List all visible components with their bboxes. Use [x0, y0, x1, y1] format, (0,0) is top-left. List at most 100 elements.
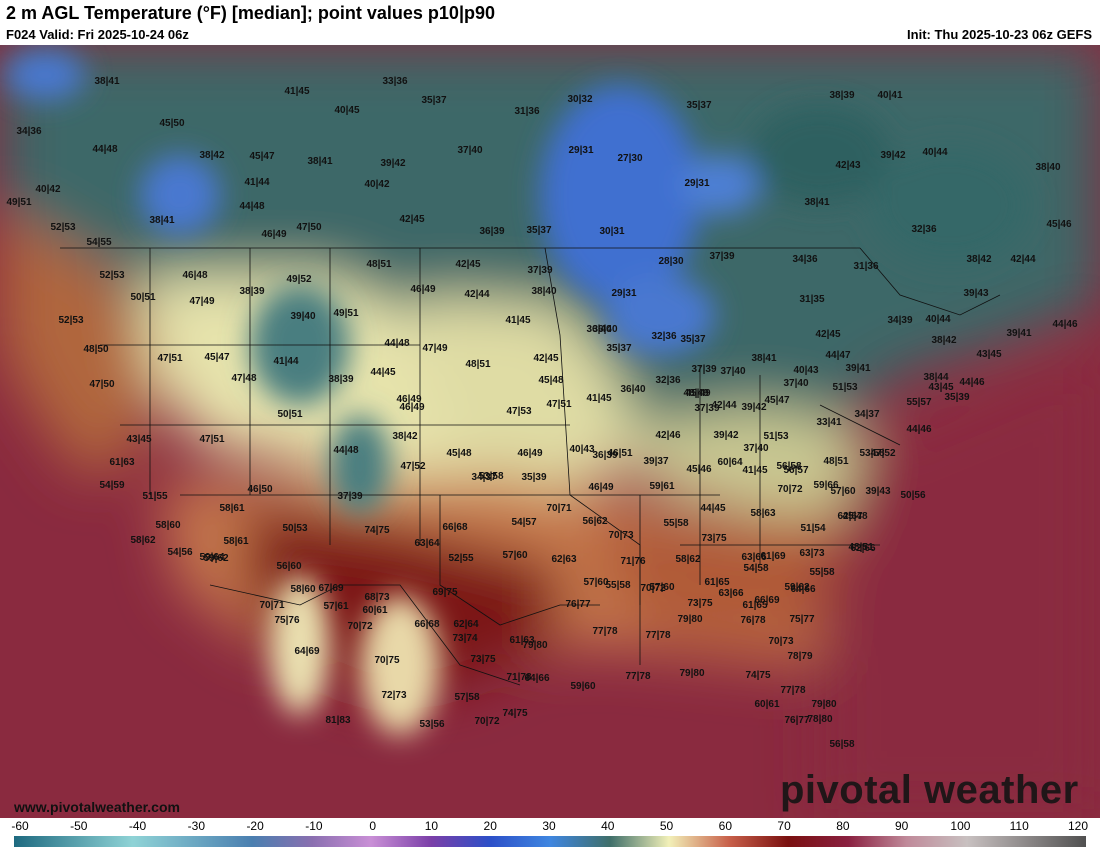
point-value-label: 57|61 — [323, 601, 349, 612]
colorbar-tick-label: -60 — [11, 819, 29, 833]
point-value-label: 59|60 — [570, 681, 596, 692]
point-value-label: 38|42 — [392, 431, 418, 442]
point-value-label: 48|49 — [683, 388, 709, 399]
point-value-label: 66|68 — [442, 522, 468, 533]
point-value-label: 38|40 — [1035, 162, 1061, 173]
colorbar-tick-label: -50 — [70, 819, 88, 833]
point-value-label: 45|48 — [538, 375, 564, 386]
point-value-label: 40|41 — [877, 90, 903, 101]
point-value-label: 70|72 — [347, 621, 373, 632]
header: 2 m AGL Temperature (°F) [median]; point… — [0, 0, 1100, 45]
point-value-label: 39|37 — [643, 456, 669, 467]
point-value-label: 47|52 — [400, 461, 426, 472]
point-value-label: 28|30 — [658, 256, 684, 267]
colorbar-tick-label: 80 — [836, 819, 850, 833]
point-value-label: 44|48 — [92, 144, 118, 155]
point-value-label: 54|58 — [743, 563, 769, 574]
point-value-label: 66|69 — [754, 595, 780, 606]
colorbar-tick-label: 110 — [1009, 819, 1029, 833]
point-value-label: 49|51 — [6, 197, 32, 208]
point-value-label: 42|44 — [464, 289, 490, 300]
map-canvas — [0, 45, 1100, 818]
valid-time: F024 Valid: Fri 2025-10-24 06z — [6, 27, 189, 42]
point-value-label: 38|44 — [923, 372, 949, 383]
point-value-label: 60|64 — [717, 457, 743, 468]
point-value-label: 81|83 — [325, 715, 351, 726]
point-value-label: 66|68 — [414, 619, 440, 630]
point-value-label: 40|43 — [793, 365, 819, 376]
point-value-label: 75|76 — [274, 615, 300, 626]
colorbar-tick-label: 100 — [950, 819, 971, 833]
point-value-label: 39|42 — [713, 430, 739, 441]
point-value-label: 48|51 — [848, 542, 874, 553]
point-value-label: 47|51 — [157, 353, 183, 364]
point-value-label: 70|73 — [608, 530, 634, 541]
point-value-label: 35|37 — [606, 343, 632, 354]
point-value-label: 35|37 — [526, 225, 552, 236]
point-value-label: 41|44 — [244, 177, 270, 188]
point-value-label: 70|73 — [768, 636, 794, 647]
map-title: 2 m AGL Temperature (°F) [median]; point… — [6, 3, 495, 23]
point-value-label: 57|58 — [454, 692, 480, 703]
point-value-label: 44|46 — [1052, 319, 1078, 330]
point-value-label: 37|40 — [457, 145, 483, 156]
point-value-label: 52|53 — [50, 222, 76, 233]
point-value-label: 37|40 — [743, 443, 769, 454]
point-value-label: 47|51 — [546, 399, 572, 410]
point-value-label: 54|57 — [511, 517, 537, 528]
point-value-label: 47|50 — [296, 222, 322, 233]
point-value-label: 77|78 — [780, 685, 806, 696]
point-value-label: 63|64 — [414, 538, 440, 549]
point-value-label: 45|50 — [159, 118, 185, 129]
colorbar-tick-label: -30 — [187, 819, 205, 833]
point-value-label: 34|36 — [792, 254, 818, 265]
point-value-label: 58|60 — [290, 584, 316, 595]
point-value-label: 48|51 — [823, 456, 849, 467]
point-value-label: 42|45 — [815, 329, 841, 340]
colorbar-tick-label: 50 — [659, 819, 674, 833]
point-value-label: 38|42 — [931, 335, 957, 346]
point-value-label: 38|39 — [239, 286, 265, 297]
point-value-label: 45|49 — [685, 388, 711, 399]
point-value-label: 46|48 — [182, 270, 208, 281]
colorbar-tick-label: 10 — [424, 819, 439, 833]
point-value-label: 35|37 — [686, 100, 712, 111]
point-value-label: 64|66 — [524, 673, 550, 684]
point-value-label: 40|44 — [922, 147, 948, 158]
point-value-label: 31|36 — [853, 261, 879, 272]
point-value-label: 30|32 — [567, 94, 593, 105]
point-value-label: 51|53 — [832, 382, 858, 393]
point-value-label: 58|60 — [155, 520, 181, 531]
point-value-label: 34|37 — [854, 409, 880, 420]
point-value-label: 34|39 — [887, 315, 913, 326]
point-value-label: 52|53 — [58, 315, 84, 326]
point-value-label: 58|61 — [223, 536, 249, 547]
point-value-label: 40|43 — [569, 444, 595, 455]
website-label[interactable]: www.pivotalweather.com — [14, 799, 180, 815]
point-value-label: 39|41 — [1006, 328, 1032, 339]
point-value-label: 33|36 — [382, 76, 408, 87]
temperature-map[interactable]: 38|41 33|36 30|32 35|37 38|39 40|41 41|45 35|37… — [0, 45, 1100, 818]
point-value-label: 70|75 — [374, 655, 400, 666]
point-value-label: 63|66 — [718, 588, 744, 599]
point-value-label: 47|50 — [89, 379, 115, 390]
point-value-label: 41|45 — [586, 393, 612, 404]
point-value-label: 42|45 — [533, 353, 559, 364]
point-value-label: 42|45 — [455, 259, 481, 270]
point-value-label: 35|37 — [421, 95, 447, 106]
point-value-label: 47|52 — [870, 448, 896, 459]
point-value-label: 37|40 — [783, 378, 809, 389]
point-value-label: 39|41 — [845, 363, 871, 374]
point-value-label: 45|46 — [686, 464, 712, 475]
point-value-label: 32|36 — [651, 331, 677, 342]
point-value-label: 51|55 — [142, 491, 168, 502]
point-value-label: 79|80 — [811, 699, 837, 710]
point-value-label: 38|41 — [307, 156, 333, 167]
point-value-label: 40|42 — [35, 184, 61, 195]
point-value-label: 47|49 — [422, 343, 448, 354]
point-value-label: 50|53 — [282, 523, 308, 534]
point-value-label: 79|80 — [679, 668, 705, 679]
point-value-label: 55|58 — [663, 518, 689, 529]
point-value-label: 44|46 — [959, 377, 985, 388]
point-value-label: 78|79 — [787, 651, 813, 662]
